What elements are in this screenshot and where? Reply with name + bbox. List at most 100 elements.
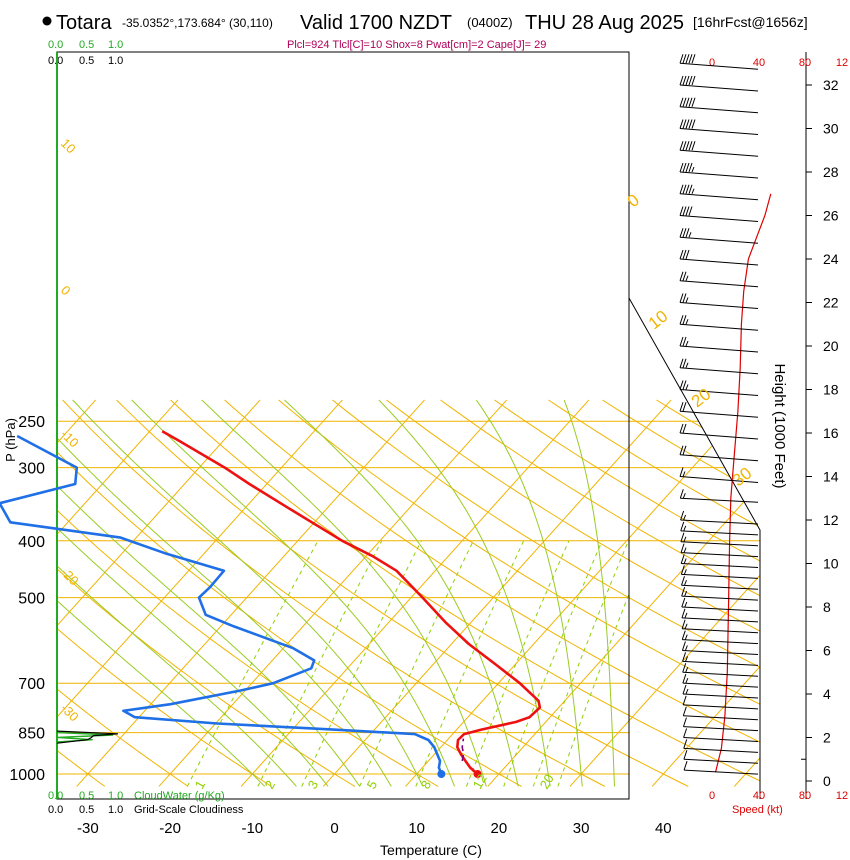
wind-barb-flag [679, 358, 684, 368]
wind-barb-flag [682, 380, 687, 390]
valid-time: Valid 1700 NZDT [300, 12, 452, 34]
wind-barb-flag [682, 271, 687, 281]
wind-barb-flag [682, 706, 687, 716]
wind-barb-half-flag [684, 590, 688, 597]
profiles [0, 430, 542, 778]
wind-barb [682, 717, 759, 732]
wind-barbs [679, 54, 759, 775]
moist-adiabat-line [57, 437, 392, 787]
wind-barb-flag [685, 141, 690, 151]
wind-barb-staff [679, 62, 759, 70]
wind-barb-half-flag [683, 558, 687, 564]
height-tick-label: 32 [823, 77, 839, 93]
wind-barb-staff [681, 573, 759, 579]
isotherm-line [629, 399, 760, 787]
wind-barb-flag [679, 467, 684, 477]
cloud-scale-top: 0.0 0.5 1.0 0.0 0.5 1.0 [48, 39, 123, 67]
wind-barb [679, 336, 759, 353]
wind-barb-flag [682, 358, 687, 368]
wind-barb [679, 380, 759, 396]
wind-barb-flag [682, 75, 687, 86]
wind-barb [682, 673, 759, 688]
wind-barb [679, 97, 759, 114]
dry-adiabat-line [629, 399, 760, 787]
wind-barb-half-flag [683, 536, 687, 542]
cloud-scale-bottom: 0.0 0.5 1.0 CloudWater (g/Kg) 0.0 0.5 1.… [48, 790, 244, 816]
pressure-tick-label: 400 [18, 534, 45, 551]
wind-barb-flag [679, 445, 684, 455]
wind-barb-staff [679, 367, 759, 375]
dry-adiabat-line [116, 399, 629, 758]
isotherm-line [652, 400, 850, 786]
dry-adiabat-line [57, 688, 189, 787]
wind-barb [683, 728, 759, 742]
wind-barb-staff [683, 704, 759, 710]
wind-barb-flag [691, 119, 696, 129]
wind-barb-flag [682, 695, 687, 706]
wind-barb-staff [681, 563, 759, 568]
wind-barb-staff [683, 758, 759, 764]
wind-barb-staff [679, 432, 759, 440]
surface-dew-marker [437, 770, 446, 778]
wind-barb-flag [682, 54, 687, 64]
dry-adiabat-label: 10 [645, 307, 672, 334]
wind-barb-flag [691, 97, 696, 107]
moist-adiabat-line [475, 399, 583, 787]
wind-barb-flag [685, 162, 690, 173]
wind-barb-flag [680, 554, 685, 564]
wind-barb [679, 162, 759, 179]
wind-barb-half-flag [685, 362, 689, 368]
wind-barb-flag [682, 162, 687, 173]
wind-barb-half-flag [684, 645, 688, 651]
wind-barb [682, 684, 759, 699]
wind-barb-flag [680, 543, 685, 553]
wind-barb-flag [691, 141, 696, 151]
height-tick-label: 12 [823, 512, 839, 528]
wind-barb-flag [691, 75, 696, 86]
wind-barb-flag [679, 141, 684, 151]
mixing-ratio-line [532, 540, 629, 787]
wind-barb-flag [679, 206, 684, 216]
wind-barb-flag [688, 206, 693, 216]
isotherm-line [817, 400, 850, 786]
wind-barb [679, 54, 759, 70]
wind-barb-flag [679, 97, 684, 107]
wind-barb-staff [682, 671, 759, 677]
wind-barb-flag [679, 336, 684, 347]
wind-barb-flag [682, 423, 687, 434]
isotherm-label: 0 [58, 283, 74, 299]
pressure-tick-label: 700 [18, 676, 45, 693]
wind-barb-staff [679, 410, 759, 418]
wind-barb [679, 489, 759, 503]
wind-barb-staff [679, 193, 759, 201]
wind-barb-flag [685, 75, 690, 86]
wind-barb-staff [679, 171, 759, 179]
wind-barb-flag [683, 760, 688, 771]
wind-barb-flag [682, 228, 687, 238]
wind-barb-flag [681, 597, 686, 608]
wind-barb-flag [679, 293, 684, 303]
wind-barb-flag [685, 184, 690, 194]
wind-barb-half-flag [683, 514, 687, 521]
wind-barb-flag [682, 141, 687, 151]
wind-barb-flag [688, 97, 693, 107]
mixing-ratio-label: 3 [305, 778, 322, 792]
moist-adiabat-line [72, 399, 424, 787]
wind-barb-half-flag [684, 580, 687, 586]
wind-barb-half-flag [685, 384, 689, 390]
wind-barb-flag [682, 402, 687, 412]
dry-adiabat-line [57, 509, 439, 787]
wind-panel-boundary [628, 297, 761, 799]
wind-barb [681, 576, 759, 590]
wind-barb-staff [680, 497, 759, 503]
wind-barb-half-flag [684, 612, 688, 619]
wind-barb-staff [681, 617, 759, 623]
isotherm-line [733, 399, 760, 787]
temperature-tick-label: -20 [159, 820, 181, 837]
temperature-line [161, 430, 542, 775]
wind-barb-half-flag [685, 667, 689, 673]
dry-adiabat-line [629, 399, 760, 787]
isotherm-label: -10 [58, 427, 82, 451]
wind-barb-flag [681, 608, 686, 619]
